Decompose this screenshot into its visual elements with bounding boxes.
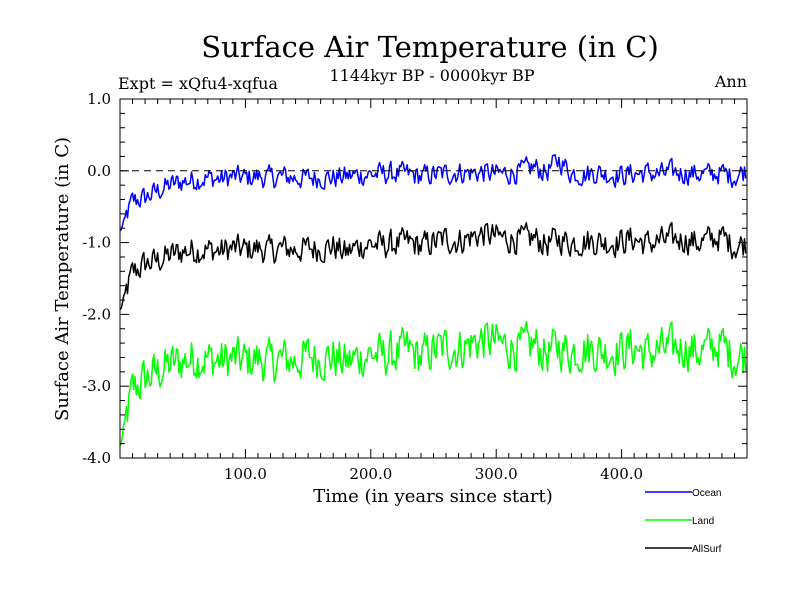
experiment-label: Expt = xQfu4-xqfua	[118, 74, 278, 93]
series-line-land	[119, 320, 747, 446]
legend-label-allsurf: AllSurf	[692, 544, 722, 555]
legend-label-ocean: Ocean	[692, 488, 721, 499]
x-tick-label: 300.0	[475, 465, 518, 483]
y-tick-label: -4.0	[82, 449, 111, 467]
y-tick-label: 0.0	[87, 162, 111, 180]
y-tick-label: -1.0	[82, 234, 111, 252]
series-line-allsurf	[119, 221, 747, 311]
axis-ticks: 100.0 200.0 300.0 400.0 1.0 0.0 -1.0 -2.0 -3.0 -4…	[82, 90, 747, 483]
series-line-ocean	[119, 154, 747, 232]
y-axis-label: Surface Air Temperature (in C)	[52, 137, 73, 421]
chart-title: Surface Air Temperature (in C)	[201, 30, 659, 64]
period-label: Ann	[714, 72, 747, 91]
chart-subtitle: 1144kyr BP - 0000kyr BP	[330, 66, 535, 85]
plot-frame	[119, 98, 748, 459]
y-tick-label: -2.0	[82, 305, 111, 323]
legend: Ocean Land AllSurf	[645, 488, 722, 555]
legend-label-land: Land	[692, 516, 714, 527]
x-axis-label: Time (in years since start)	[313, 486, 553, 507]
x-tick-label: 200.0	[349, 465, 392, 483]
y-tick-label: -3.0	[82, 377, 111, 395]
series-lines	[119, 154, 747, 446]
y-tick-label: 1.0	[87, 90, 111, 108]
x-tick-label: 100.0	[224, 465, 267, 483]
x-tick-label: 400.0	[600, 465, 643, 483]
